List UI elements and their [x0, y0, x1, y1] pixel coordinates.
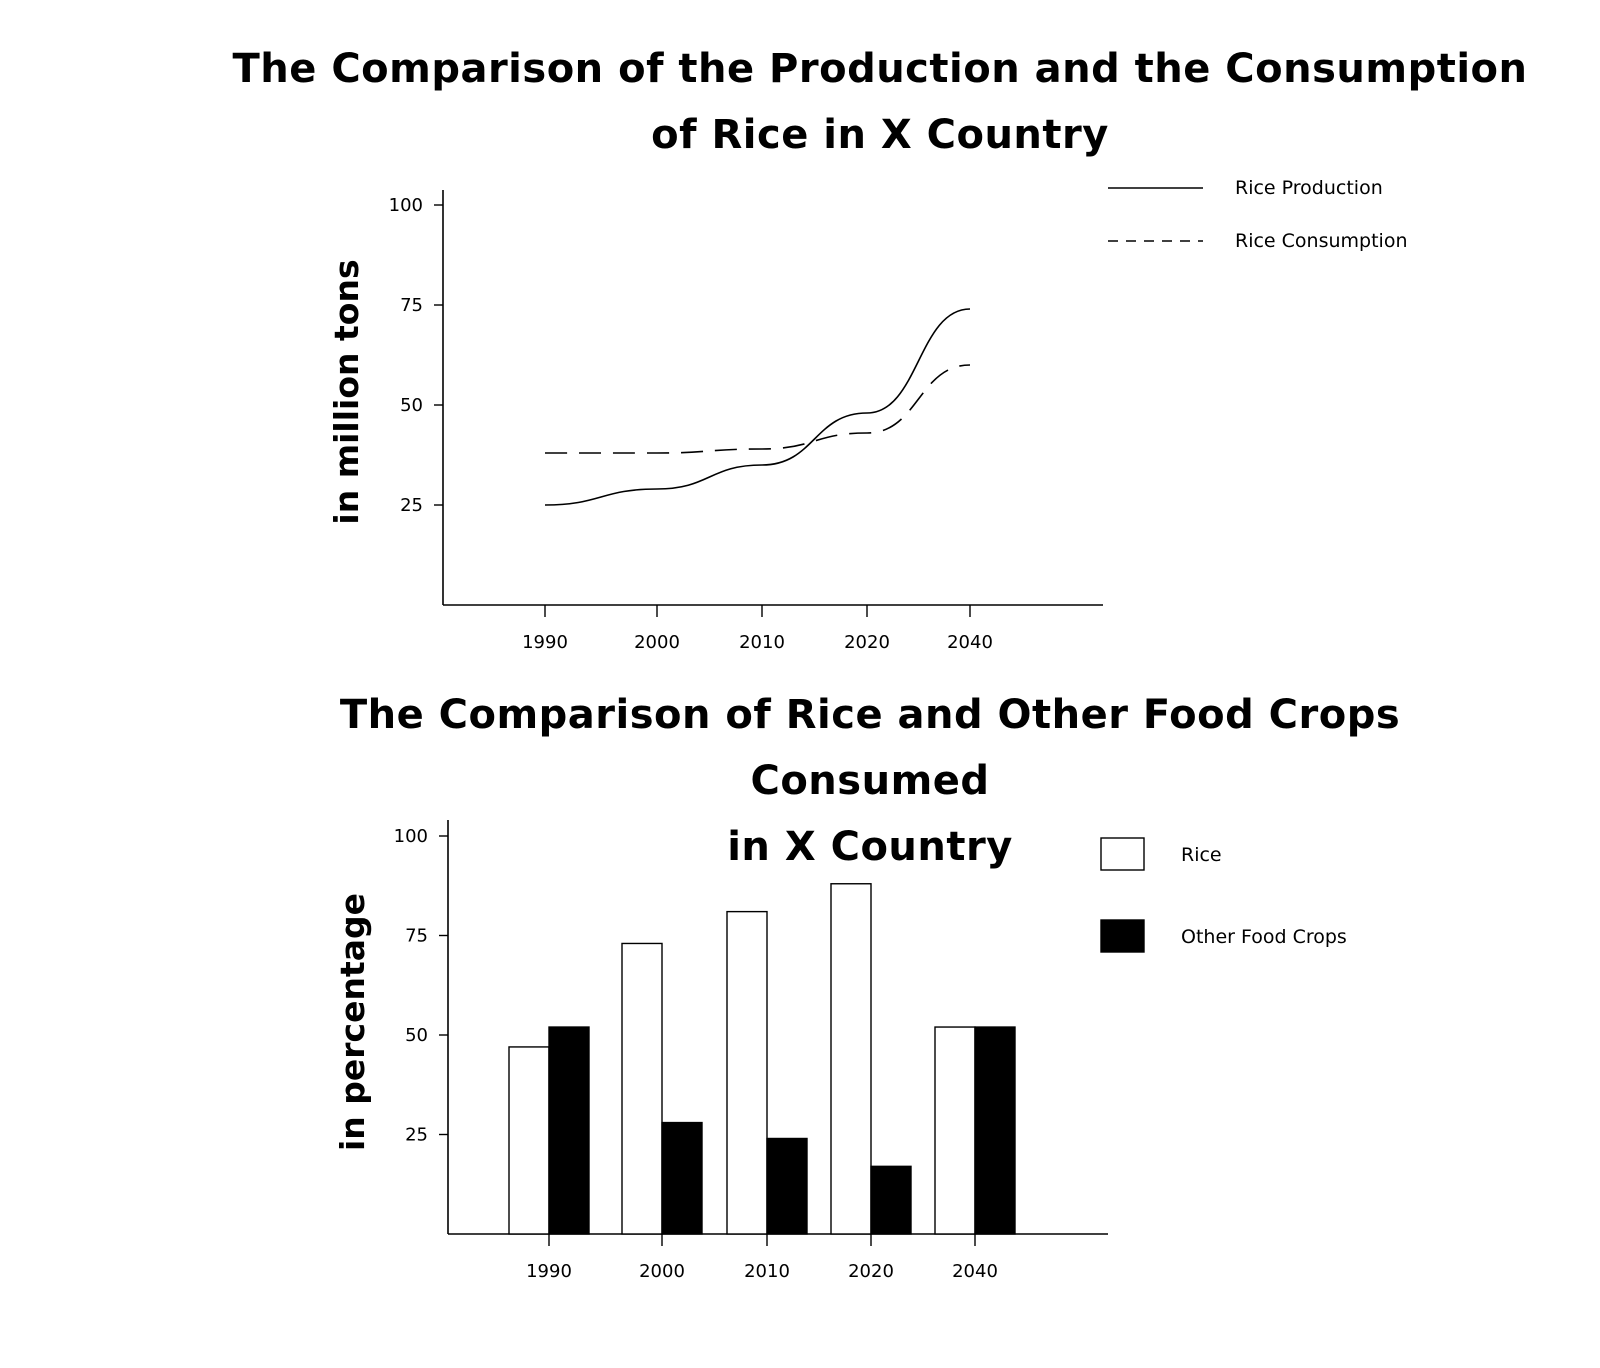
chart2-y-tick-label: 25 [405, 1125, 428, 1146]
other-food-crops-bar [661, 1121, 703, 1235]
other-food-crops-bar [548, 1026, 590, 1235]
chart2-title-line2: in X Country [727, 824, 1013, 870]
chart1-x-tick-label: 2040 [947, 632, 993, 653]
chart1-y-tick-label: 100 [389, 195, 423, 216]
chart1-title: The Comparison of the Production and the… [230, 36, 1530, 168]
rice-production-line [544, 308, 971, 506]
chart1-y-ticks: 25 50 75 100 [389, 195, 443, 516]
chart2-y-tick-label: 75 [405, 926, 428, 947]
chart1-y-tick-label: 25 [400, 495, 423, 516]
legend-label: Other Food Crops [1181, 926, 1347, 948]
rice-bar [508, 1046, 550, 1235]
rice-bar [830, 883, 872, 1235]
chart1-title-line2: of Rice in X Country [651, 112, 1109, 158]
chart1-x-tick-label: 2000 [634, 632, 680, 653]
chart2-x-tick-label: 2040 [952, 1261, 998, 1282]
legend-label: Rice Consumption [1235, 230, 1408, 252]
chart1-y-tick-label: 75 [400, 295, 423, 316]
chart2-y-ticks: 25 50 75 100 [394, 826, 448, 1146]
chart1-x-tick-label: 1990 [522, 632, 568, 653]
chart1-y-axis-label: in million tons [327, 259, 366, 524]
chart2-x-tick-label: 1990 [526, 1261, 572, 1282]
rice-bar [621, 942, 663, 1235]
chart2-bars [508, 883, 1016, 1235]
chart2-legend: Rice Other Food Crops [1100, 837, 1347, 953]
chart2-title: The Comparison of Rice and Other Food Cr… [220, 682, 1520, 880]
chart2-title-line1: The Comparison of Rice and Other Food Cr… [339, 692, 1401, 804]
chart2-x-ticks: 1990 2000 2010 2020 2040 [526, 1234, 998, 1282]
chart1-y-tick-label: 50 [400, 395, 423, 416]
chart2-y-tick-label: 50 [405, 1025, 428, 1046]
chart2-x-tick-label: 2010 [744, 1261, 790, 1282]
legend-label: Rice Production [1235, 177, 1383, 199]
legend-swatch [1100, 919, 1145, 953]
chart1-title-line1: The Comparison of the Production and the… [232, 46, 1528, 92]
other-food-crops-bar [766, 1137, 808, 1235]
chart2-x-tick-label: 2000 [639, 1261, 685, 1282]
chart2-y-tick-label: 100 [394, 826, 428, 847]
chart1-x-tick-label: 2020 [844, 632, 890, 653]
line-chart: 25 50 75 100 1990 2000 2010 2020 2040 Rice Prod… [327, 177, 1408, 653]
other-food-crops-bar [870, 1165, 912, 1235]
chart1-series [544, 308, 971, 506]
chart2-x-tick-label: 2020 [848, 1261, 894, 1282]
rice-consumption-line [545, 364, 971, 454]
rice-bar [934, 1026, 976, 1235]
legend-label: Rice [1181, 844, 1222, 866]
chart1-axes [442, 190, 1103, 606]
chart1-x-ticks: 1990 2000 2010 2020 2040 [522, 605, 993, 653]
chart1-x-tick-label: 2010 [739, 632, 785, 653]
chart1-legend: Rice Production Rice Consumption [1108, 177, 1408, 252]
legend-swatch [1100, 837, 1145, 871]
chart2-y-axis-label: in percentage [333, 893, 372, 1151]
rice-bar [726, 910, 768, 1235]
other-food-crops-bar [974, 1026, 1016, 1235]
